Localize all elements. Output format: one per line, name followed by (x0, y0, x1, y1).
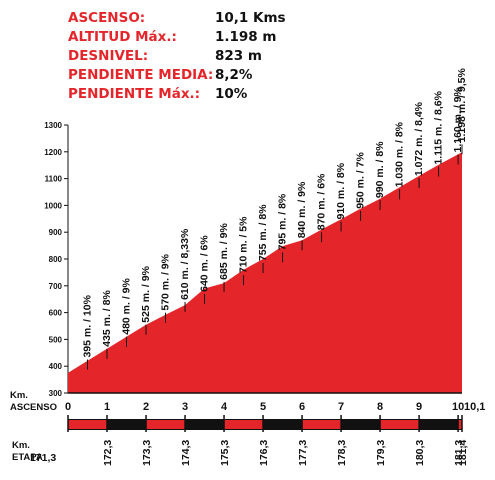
ascenso-tick-label: 10,1 (464, 401, 485, 413)
annotation-label: 990 m. / 8% (374, 141, 386, 198)
ascenso-tick-label: 4 (221, 401, 228, 413)
km-bar-segment (263, 420, 303, 429)
ascenso-tick-label: 3 (182, 401, 188, 413)
ascenso-tick-label: 10 (452, 401, 464, 413)
km-bar-segment (419, 420, 459, 429)
y-tick-label: 400 (49, 362, 63, 371)
climb-stats: ASCENSO: 10,1 Kms ALTITUD Máx.: 1.198 m DESN… (68, 10, 368, 105)
annotation-label: 525 m. / 9% (140, 265, 152, 322)
km-bar-segment (380, 420, 420, 429)
stat-value: 10,1 Kms (215, 10, 286, 26)
km-bar-segment (107, 420, 147, 429)
km-ascenso-label-2: ASCENSO (10, 402, 57, 413)
annotation-label: 755 m. / 8% (257, 204, 269, 261)
annotation-label: 710 m. / 5% (238, 216, 250, 273)
y-tick-label: 900 (49, 228, 63, 237)
km-bar-segment (302, 420, 342, 429)
annotation-label: 795 m. / 8% (277, 193, 289, 250)
stat-value: 10% (215, 86, 248, 102)
annotation-label: 1.030 m. / 8% (394, 121, 406, 187)
etapa-tick-label: 172,3 (102, 440, 114, 466)
annotation-label: 1.072 m. / 8,4% (413, 101, 425, 176)
etapa-tick-label: 179,3 (375, 440, 387, 466)
km-ascenso-label: Km. (10, 390, 28, 401)
km-bar-segment (185, 420, 225, 429)
y-tick-label: 1200 (44, 148, 62, 157)
ascenso-tick-label: 7 (338, 401, 344, 413)
etapa-tick-label: 180,3 (414, 440, 426, 466)
etapa-tick-label: 176,3 (258, 440, 270, 466)
etapa-tick-label: 171,3 (30, 452, 56, 464)
annotation-label: 950 m. / 7% (355, 152, 367, 209)
y-tick-label: 1000 (44, 201, 62, 210)
y-tick-label: 800 (49, 255, 63, 264)
annotation-label: 640 m. / 6% (199, 235, 211, 292)
stat-label: PENDIENTE Máx.: (68, 86, 201, 102)
annotation-label: 610 m. / 8,33% (179, 228, 191, 300)
stat-row: ASCENSO: 10,1 Kms (68, 10, 368, 29)
annotation-label: 435 m. / 8% (101, 290, 113, 347)
stat-label: DESNIVEL: (68, 48, 149, 64)
km-bar-segment (341, 420, 381, 429)
y-tick-label: 1100 (45, 175, 63, 184)
ascenso-tick-label: 6 (299, 401, 305, 413)
ascenso-tick-label: 8 (377, 401, 383, 413)
ascenso-tick-label: 2 (143, 401, 149, 413)
etapa-tick-label: 175,3 (219, 440, 231, 466)
stat-value: 823 m (215, 48, 262, 64)
annotation-label: 1.160 m. / 9% (452, 86, 464, 152)
y-tick-label: 1300 (44, 121, 62, 130)
stat-value: 1.198 m (215, 29, 277, 45)
annotation-label: 395 m. / 10% (82, 294, 94, 357)
annotation-label: 910 m. / 8% (335, 162, 347, 219)
ascenso-tick-label: 9 (416, 401, 422, 413)
y-tick-label: 600 (49, 309, 63, 318)
stat-value: 8,2% (215, 67, 253, 83)
km-bar-segment (146, 420, 186, 429)
km-bar-segment (224, 420, 264, 429)
ascenso-tick-label: 1 (104, 401, 110, 413)
annotation-label: 570 m. / 9% (160, 253, 172, 310)
ascenso-tick-label: 5 (260, 401, 266, 413)
etapa-tick-label: 174,3 (180, 440, 192, 466)
annotation-label: 840 m. / 9% (296, 181, 308, 238)
altitude-area (68, 152, 462, 393)
y-tick-label: 700 (49, 282, 63, 291)
km-bar-segment (68, 420, 108, 429)
etapa-tick-label: 178,3 (336, 440, 348, 466)
annotation-label: 870 m. / 6% (316, 173, 328, 230)
etapa-tick-label: 181,3 (453, 440, 465, 466)
stat-row: ALTITUD Máx.: 1.198 m (68, 29, 368, 48)
annotation-label: 480 m. / 9% (121, 277, 133, 334)
km-etapa-label-2: ETAPA (12, 452, 43, 463)
y-tick-label: 500 (49, 335, 63, 344)
stat-row: PENDIENTE MEDIA: 8,2% (68, 67, 368, 86)
etapa-tick-label: 173,3 (141, 440, 153, 466)
ascenso-tick-label: 0 (65, 401, 71, 413)
km-bar-segment (458, 420, 462, 429)
km-etapa-label: Km. (12, 440, 30, 451)
y-tick-label: 300 (49, 389, 63, 398)
stat-label: ASCENSO: (68, 10, 146, 26)
annotation-label: 685 m. / 9% (218, 223, 230, 280)
stat-row: PENDIENTE Máx.: 10% (68, 86, 368, 105)
annotation-label: 1.115 m. / 8,6% (433, 90, 445, 164)
stat-label: PENDIENTE MEDIA: (68, 67, 214, 83)
stat-label: ALTITUD Máx.: (68, 29, 177, 45)
etapa-tick-label: 177,3 (297, 440, 309, 466)
stat-row: DESNIVEL: 823 m (68, 48, 368, 67)
annotation-label: 1.198 m. / 9,5% (456, 68, 468, 143)
etapa-tick-label: 181,4 (457, 440, 469, 466)
